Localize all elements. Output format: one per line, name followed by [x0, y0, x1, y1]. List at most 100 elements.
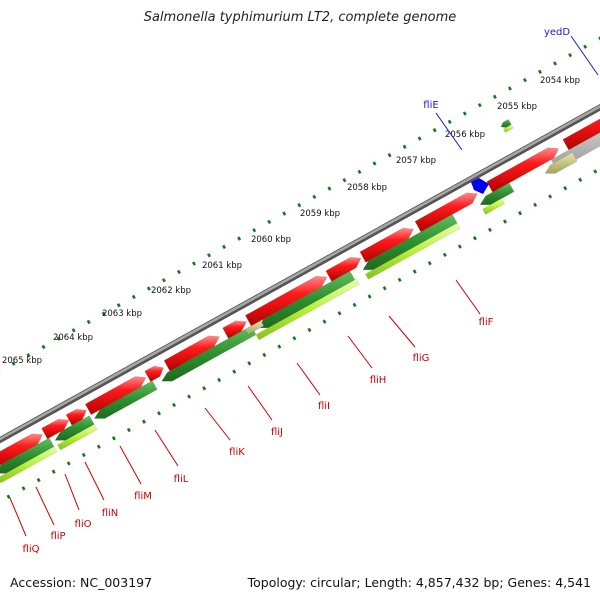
reverse-gene-feature — [255, 278, 360, 341]
outer-ruler-tick — [402, 144, 407, 149]
ruler-labels: 2054 kbp 2055 kbp 2056 kbp 2057 kbp 2058 kbp… — [2, 76, 580, 366]
gene-label-leader — [388, 315, 416, 348]
reverse-gene-arrow — [93, 380, 158, 419]
flie-gene-arrow — [500, 119, 512, 128]
gene-label: fliP — [50, 531, 65, 542]
gene-label-leader — [570, 35, 599, 76]
inner-ruler-tick — [457, 244, 462, 249]
inner-ruler-tick — [187, 394, 192, 399]
outer-ruler-tick — [507, 86, 512, 91]
forward-gene-arrow — [414, 192, 478, 233]
outer-ruler-tick — [116, 303, 121, 308]
ruler-label: 2054 kbp — [540, 76, 580, 86]
inner-ruler-tick — [111, 436, 116, 441]
outer-ruler-tick — [86, 319, 91, 325]
inner-ruler-tick — [518, 211, 523, 216]
ruler-label: 2055 kbp — [497, 102, 537, 112]
gene-label: fliO — [75, 519, 92, 530]
outer-ruler-tick — [522, 77, 527, 83]
gene-label: fliG — [413, 353, 430, 364]
ruler-label: 2062 kbp — [151, 286, 191, 296]
forward-gene-arrow — [562, 118, 600, 151]
inner-ruler-tick — [352, 302, 357, 308]
reverse-gene-feature — [0, 446, 58, 484]
ruler-label: 2056 kbp — [445, 130, 485, 140]
inner-ruler-tick — [81, 452, 86, 458]
reverse-gene-arrow — [257, 270, 356, 329]
inner-ruler-tick — [548, 194, 553, 199]
reverse-gene-arrow — [362, 214, 458, 270]
inner-ruler-tick — [172, 402, 177, 408]
backbone-highlight — [0, 104, 600, 441]
forward-gene-arrow — [84, 376, 147, 415]
backbone-shadow — [0, 103, 600, 444]
ruler-label: 2063 kbp — [102, 309, 142, 319]
ruler-label: 2057 kbp — [396, 156, 436, 166]
outer-ruler-tick — [462, 111, 467, 116]
outer-ruler-tick — [222, 244, 227, 250]
inner-ruler-tick — [6, 494, 11, 499]
outer-ruler-tick — [357, 169, 362, 175]
outer-ruler-tick — [11, 361, 16, 366]
gene-label-leader — [154, 429, 179, 467]
outer-ruler-tick — [41, 344, 46, 350]
gene-label: yedD — [544, 27, 570, 38]
outer-ruler-tick — [282, 211, 287, 216]
inner-ruler-tick — [202, 386, 207, 391]
inner-ruler-tick — [51, 469, 56, 474]
outer-ruler-tick — [131, 294, 136, 300]
outer-ruler-tick — [161, 278, 166, 283]
inner-ruler-tick — [307, 327, 312, 333]
inner-ruler-tick — [533, 202, 538, 208]
gene-labels: yedD fliE fliF fliG fliH fliI fliJ fliK fliL fliM… — [23, 27, 571, 555]
reverse-gene-feature — [365, 222, 461, 280]
gene-label: fliN — [102, 508, 119, 519]
outer-ruler-tick — [417, 136, 422, 141]
blue-feature-arrow — [471, 178, 489, 194]
inner-ruler-tick — [262, 352, 267, 358]
inner-ruler-tick — [578, 177, 583, 182]
forward-gene-arrow — [245, 275, 328, 327]
outer-ruler-tick — [553, 61, 558, 66]
inner-ruler-tick — [367, 294, 372, 299]
gene-label-leader — [247, 385, 273, 421]
pseudogene-arrow — [544, 152, 578, 174]
inner-ruler-tick — [487, 227, 492, 233]
outer-ruler-tick — [252, 228, 257, 233]
flie-gene-feature — [502, 124, 514, 133]
inner-ruler-tick — [337, 311, 342, 316]
accession-text: Accession: NC_003197 — [10, 575, 153, 590]
ruler-label: 2061 kbp — [202, 261, 242, 271]
outer-ruler-tick — [432, 128, 437, 133]
gene-label: fliK — [229, 447, 245, 458]
forward-gene-arrow — [41, 418, 70, 440]
gene-label: fliI — [318, 401, 330, 412]
inner-ruler-tick — [593, 169, 598, 174]
inner-ruler-tick — [503, 219, 507, 224]
genome-summary-text: Topology: circular; Length: 4,857,432 bp… — [247, 575, 591, 590]
outer-ruler-tick — [387, 153, 392, 158]
inner-ruler-tick — [472, 236, 477, 241]
outer-ruler-tick — [71, 328, 76, 333]
forward-gene-arrow — [486, 147, 560, 193]
gene-label-leader — [455, 279, 481, 315]
outer-ruler-tick — [568, 52, 573, 58]
gene-label-leader — [119, 445, 142, 485]
gene-label-leader — [204, 407, 231, 441]
outer-ruler-tick — [267, 219, 272, 225]
reverse-gene-arrow — [161, 325, 257, 382]
outer-ruler-tick — [372, 161, 377, 166]
outer-ruler-tick — [447, 119, 452, 124]
inner-ruler-tick — [232, 369, 237, 374]
pseudogene-segment — [244, 320, 265, 335]
inner-ruler-tick — [247, 361, 252, 366]
inner-ruler-tick — [157, 411, 161, 416]
outer-ruler-tick — [312, 194, 317, 200]
forward-gene-arrow — [163, 335, 220, 372]
inner-ruler-tick — [126, 427, 131, 433]
gene-label-leader — [435, 112, 463, 151]
outer-ruler-tick — [492, 94, 497, 99]
ruler-ticks — [0, 36, 600, 499]
reverse-gene-arrow — [54, 415, 95, 441]
